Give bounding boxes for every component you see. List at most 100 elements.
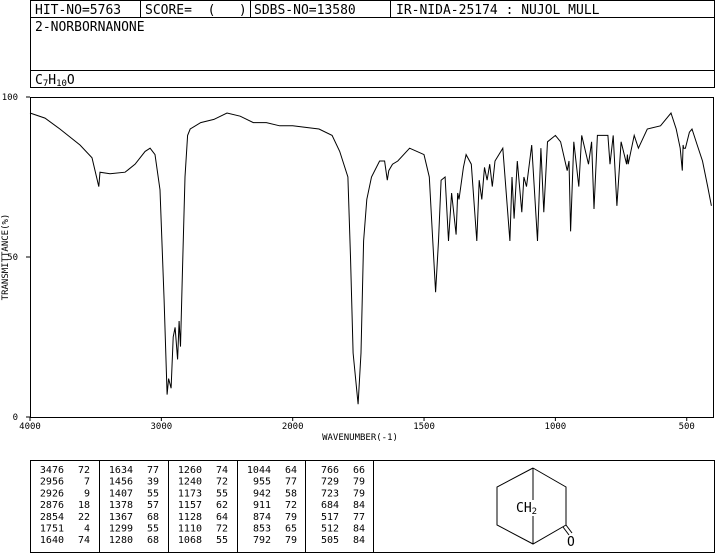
peak-transmittance: 68 [147, 535, 159, 546]
peak-wavenumber: 1299 [109, 524, 133, 535]
table-frame [30, 460, 715, 553]
x-tick-label: 2000 [282, 422, 304, 432]
x-tick-label: 500 [679, 422, 695, 432]
peak-wavenumber: 512 [321, 524, 339, 535]
formula-part: C [35, 73, 43, 88]
formula-box [30, 70, 715, 88]
peak-wavenumber: 2956 [40, 477, 64, 488]
peak-wavenumber: 729 [321, 477, 339, 488]
peak-transmittance: 55 [216, 488, 228, 499]
peak-table: 3476 72 2956 7 2926 9 2876 18 2854 22 1751 4 1640 74 1… [40, 460, 365, 553]
peak-transmittance: 55 [147, 488, 159, 499]
peak-transmittance: 79 [285, 512, 297, 523]
peak-transmittance: 22 [78, 512, 90, 523]
peak-wavenumber: 3476 [40, 465, 64, 476]
peak-wavenumber: 505 [321, 535, 339, 546]
formula-part: 10 [56, 79, 67, 89]
peak-wavenumber: 1157 [178, 500, 202, 511]
peak-wavenumber: 1456 [109, 477, 133, 488]
peak-transmittance: 77 [353, 512, 365, 523]
peak-transmittance: 9 [84, 488, 90, 499]
peak-wavenumber: 766 [321, 465, 339, 476]
x-axis-label: WAVENUMBER(-1) [322, 433, 398, 443]
hit-no: HIT-NO=5763 [35, 3, 121, 18]
y-tick-label: 50 [7, 253, 18, 263]
peak-transmittance: 79 [353, 488, 365, 499]
structure [496, 467, 573, 545]
peak-transmittance: 66 [353, 465, 365, 476]
peak-transmittance: 84 [353, 500, 365, 511]
peak-transmittance: 57 [147, 500, 159, 511]
peak-wavenumber: 1068 [178, 535, 202, 546]
peak-wavenumber: 911 [253, 500, 271, 511]
peak-wavenumber: 874 [253, 512, 271, 523]
peak-wavenumber: 1044 [247, 465, 271, 476]
peak-wavenumber: 1240 [178, 477, 202, 488]
ch2-label: CH2 [516, 501, 537, 517]
peak-transmittance: 64 [216, 512, 228, 523]
peak-wavenumber: 1128 [178, 512, 202, 523]
x-tick-label: 1000 [545, 422, 567, 432]
peak-transmittance: 4 [84, 524, 90, 535]
peak-wavenumber: 723 [321, 488, 339, 499]
peak-wavenumber: 1378 [109, 500, 133, 511]
peak-wavenumber: 684 [321, 500, 339, 511]
peak-wavenumber: 1367 [109, 512, 133, 523]
peak-transmittance: 72 [216, 477, 228, 488]
compound-name: 2-NORBORNANONE [35, 20, 145, 35]
peak-wavenumber: 2926 [40, 488, 64, 499]
peak-transmittance: 77 [285, 477, 297, 488]
header-box [30, 0, 715, 18]
y-tick-label: 0 [13, 413, 18, 423]
peak-transmittance: 65 [285, 524, 297, 535]
peak-transmittance: 79 [285, 535, 297, 546]
carbonyl [565, 524, 573, 534]
peak-wavenumber: 853 [253, 524, 271, 535]
peak-wavenumber: 1110 [178, 524, 202, 535]
score: SCORE= ( ) [145, 3, 247, 18]
oxygen-label: O [567, 535, 575, 550]
peak-transmittance: 79 [353, 477, 365, 488]
peak-wavenumber: 1173 [178, 488, 202, 499]
peak-transmittance: 62 [216, 500, 228, 511]
peak-transmittance: 77 [147, 465, 159, 476]
y-tick-label: 100 [2, 93, 18, 103]
peak-transmittance: 58 [285, 488, 297, 499]
peak-wavenumber: 2876 [40, 500, 64, 511]
peak-transmittance: 18 [78, 500, 90, 511]
plot-frame [30, 97, 714, 418]
x-tick-label: 1500 [413, 422, 435, 432]
peak-transmittance: 64 [285, 465, 297, 476]
peak-transmittance: 74 [78, 535, 90, 546]
peak-wavenumber: 1634 [109, 465, 133, 476]
formula: C7H10O [35, 73, 75, 89]
formula-part: 7 [43, 79, 48, 89]
peak-transmittance: 72 [78, 465, 90, 476]
peak-wavenumber: 1751 [40, 524, 64, 535]
peak-wavenumber: 792 [253, 535, 271, 546]
peak-wavenumber: 1280 [109, 535, 133, 546]
peak-wavenumber: 955 [253, 477, 271, 488]
y-axis-label: TRANSMITTANCE(%) [1, 214, 11, 301]
peak-wavenumber: 942 [253, 488, 271, 499]
group-part: 2 [532, 507, 537, 517]
peak-transmittance: 7 [84, 477, 90, 488]
peak-wavenumber: 1640 [40, 535, 64, 546]
peak-transmittance: 84 [353, 535, 365, 546]
x-tick-label: 3000 [151, 422, 173, 432]
peak-wavenumber: 517 [321, 512, 339, 523]
peak-transmittance: 72 [285, 500, 297, 511]
peak-transmittance: 55 [216, 535, 228, 546]
peak-transmittance: 74 [216, 465, 228, 476]
x-tick-label: 4000 [19, 422, 41, 432]
peak-transmittance: 39 [147, 477, 159, 488]
plot: 4000 3000 2000 1500 1000 500 0 50 100 [2, 93, 712, 432]
peak-wavenumber: 2854 [40, 512, 64, 523]
formula-part: O [67, 73, 75, 88]
peak-transmittance: 72 [216, 524, 228, 535]
carbonyl [562, 526, 570, 536]
peak-wavenumber: 1260 [178, 465, 202, 476]
source: IR-NIDA-25174 : NUJOL MULL [396, 3, 600, 18]
peak-transmittance: 55 [147, 524, 159, 535]
